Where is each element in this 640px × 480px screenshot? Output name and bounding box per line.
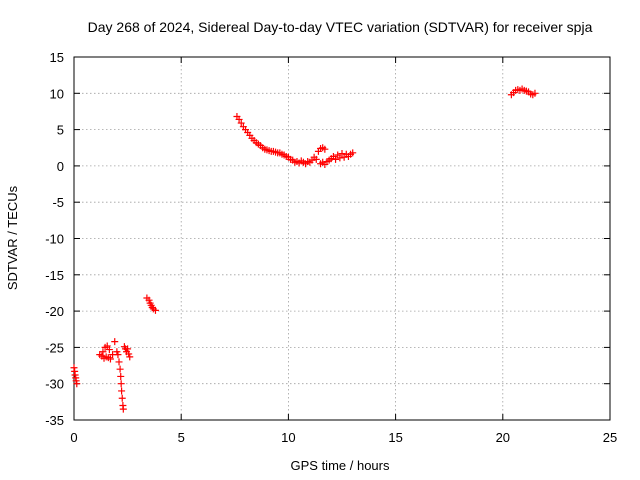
x-tick-label: 5 xyxy=(178,430,185,445)
x-tick-label: 0 xyxy=(70,430,77,445)
data-point xyxy=(70,364,78,372)
data-point xyxy=(116,365,124,373)
data-point xyxy=(151,306,159,314)
data-point xyxy=(531,89,539,97)
y-tick-label: 0 xyxy=(57,159,64,174)
x-tick-label: 25 xyxy=(603,430,617,445)
y-tick-label: -25 xyxy=(45,340,64,355)
y-tick-label: -20 xyxy=(45,304,64,319)
y-tick-label: 5 xyxy=(57,123,64,138)
y-axis-label: SDTVAR / TECUs xyxy=(5,185,20,290)
y-axis: 15 10 5 0 -5 -10 -15 -20 -25 -30 -35 xyxy=(45,50,610,428)
y-tick-label: -30 xyxy=(45,377,64,392)
data-point xyxy=(237,119,245,127)
data-point xyxy=(99,348,107,356)
y-tick-label: -5 xyxy=(52,195,64,210)
data-point xyxy=(119,405,127,413)
data-point xyxy=(114,351,122,359)
data-point xyxy=(115,358,123,366)
x-axis-label: GPS time / hours xyxy=(291,458,390,473)
x-tick-label: 10 xyxy=(281,430,295,445)
data-point xyxy=(338,150,346,158)
x-axis: 0 5 10 15 20 25 xyxy=(70,57,617,445)
data-point xyxy=(73,380,81,388)
y-tick-label: 10 xyxy=(50,86,64,101)
chart-title: Day 268 of 2024, Sidereal Day-to-day VTE… xyxy=(88,19,593,35)
data-point xyxy=(321,145,329,153)
data-point xyxy=(349,149,357,157)
data-point xyxy=(117,380,125,388)
data-point xyxy=(126,353,134,361)
data-point xyxy=(332,155,340,163)
data-point xyxy=(105,346,113,354)
data-point xyxy=(111,338,119,346)
data-point xyxy=(336,154,344,162)
data-point xyxy=(124,345,132,353)
y-tick-label: -35 xyxy=(45,413,64,428)
x-tick-label: 15 xyxy=(388,430,402,445)
x-tick-label: 20 xyxy=(496,430,510,445)
data-point xyxy=(235,115,243,123)
y-tick-label: -15 xyxy=(45,268,64,283)
data-point xyxy=(103,342,111,350)
grid xyxy=(74,57,610,420)
data-point xyxy=(118,394,126,402)
y-tick-label: 15 xyxy=(50,50,64,65)
data-point xyxy=(117,372,125,380)
data-point xyxy=(312,155,320,163)
y-tick-label: -10 xyxy=(45,232,64,247)
data-point xyxy=(118,387,126,395)
data-series xyxy=(70,85,539,413)
data-point xyxy=(106,355,114,363)
